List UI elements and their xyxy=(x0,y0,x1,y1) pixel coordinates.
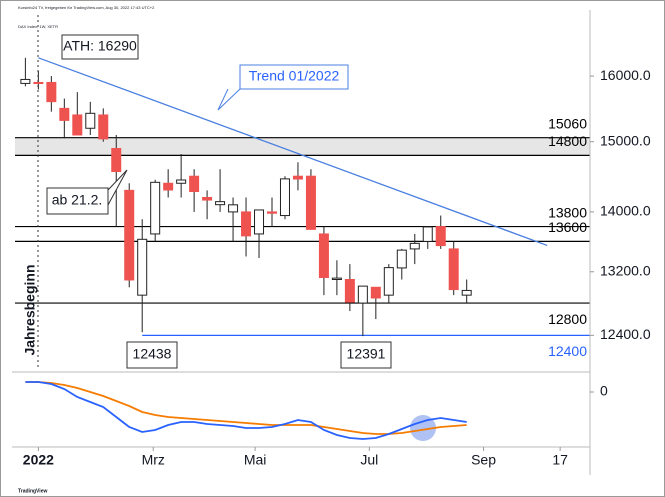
trend-label: Trend 01/2022 xyxy=(249,68,340,84)
zone xyxy=(15,137,590,156)
trend-box xyxy=(239,64,349,90)
low2-label: 12391 xyxy=(347,346,386,362)
candle-body xyxy=(215,201,226,206)
indicator-line xyxy=(25,381,467,440)
candle-body xyxy=(370,286,381,299)
candle-body xyxy=(292,175,303,180)
candle-body xyxy=(176,179,187,184)
x-tick-label: Sep xyxy=(471,452,496,468)
candle-body xyxy=(59,107,70,121)
y-tick-label: 14000.0 xyxy=(600,203,651,219)
candle-body xyxy=(137,238,148,296)
indicator-tick-label: 0 xyxy=(600,383,608,399)
y-tick-label: 12400.0 xyxy=(600,326,651,342)
level-label: 12400 xyxy=(548,343,587,359)
year-start-label: Jahresbeginn xyxy=(22,264,38,355)
x-tick-label: 2022 xyxy=(23,452,54,468)
candle-body xyxy=(254,209,265,235)
low2-box xyxy=(340,341,392,369)
level-label: 13600 xyxy=(548,219,587,235)
candle-body xyxy=(435,226,446,247)
low1-label: 12438 xyxy=(133,346,172,362)
candle-body xyxy=(72,114,83,136)
candle-body xyxy=(85,112,96,129)
candle-body xyxy=(461,289,472,296)
candle-body xyxy=(33,81,44,85)
y-tick-label: 13200.0 xyxy=(600,262,651,278)
candle-body xyxy=(305,175,316,230)
ath-box xyxy=(61,34,139,60)
candle-body xyxy=(163,182,174,191)
candle-body xyxy=(318,233,329,278)
x-tick-label: Jul xyxy=(360,452,378,468)
trend-pointer xyxy=(217,88,241,111)
x-tick-label: 17 xyxy=(552,452,568,468)
candle-body xyxy=(46,81,57,103)
crossover-highlight xyxy=(410,415,436,441)
header: Kursinfo24 TV, freigegeben für TradingVi… xyxy=(18,5,155,10)
ath-label: ATH: 16290 xyxy=(63,38,137,54)
candle-body xyxy=(202,196,213,201)
y-tick-label: 15000.0 xyxy=(600,132,651,148)
level-label: 14800 xyxy=(548,133,587,149)
from-pointer xyxy=(107,169,128,206)
candle-body xyxy=(279,178,290,217)
x-tick-label: Mai xyxy=(244,452,267,468)
x-tick-label: Mrz xyxy=(142,452,165,468)
candle-body xyxy=(111,148,122,173)
candle-body xyxy=(422,226,433,242)
candle-body xyxy=(383,267,394,296)
candle-body xyxy=(124,189,135,281)
from-label: ab 21.2. xyxy=(52,192,103,208)
level-label: 13800 xyxy=(548,204,587,220)
candle-body xyxy=(448,248,459,291)
from-box xyxy=(46,187,109,215)
candle-body xyxy=(189,175,200,192)
candle-body xyxy=(357,285,368,304)
candle-body xyxy=(228,204,239,213)
low1-box xyxy=(126,341,178,369)
candle-body xyxy=(396,249,407,269)
footer: TradingView xyxy=(18,488,47,494)
candle-body xyxy=(344,279,355,303)
candle-body xyxy=(98,114,109,140)
trend-line xyxy=(38,57,548,247)
indicator-line xyxy=(25,381,467,435)
candle-body xyxy=(409,242,420,250)
candle-body xyxy=(241,211,252,237)
candle-body xyxy=(266,211,277,214)
y-tick-label: 16000.0 xyxy=(600,67,651,83)
level-label: 12800 xyxy=(548,311,587,327)
candle-body xyxy=(331,277,342,281)
level-label: 15060 xyxy=(548,115,587,131)
candle-body xyxy=(150,181,161,235)
candle-body xyxy=(20,78,31,84)
